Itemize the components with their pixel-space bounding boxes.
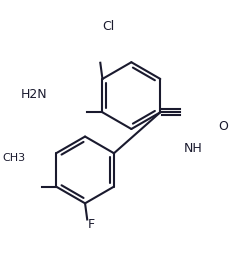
- Text: CH3: CH3: [3, 153, 26, 163]
- Text: O: O: [219, 120, 228, 133]
- Text: NH: NH: [184, 142, 203, 155]
- Text: H2N: H2N: [21, 88, 47, 101]
- Text: Cl: Cl: [103, 20, 115, 33]
- Text: F: F: [88, 218, 95, 231]
